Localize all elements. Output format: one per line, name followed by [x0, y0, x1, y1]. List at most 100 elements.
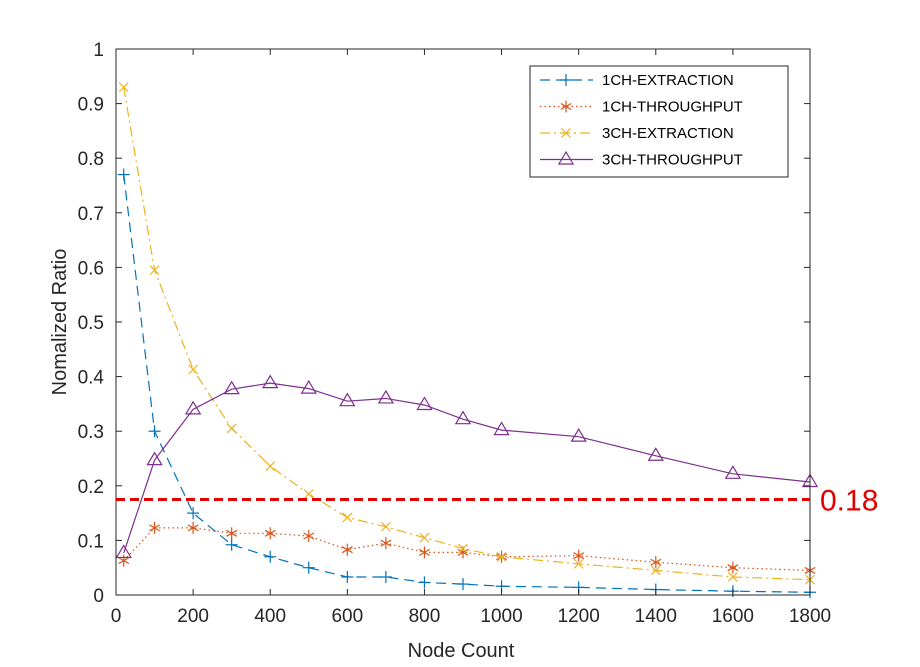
data-point — [380, 521, 391, 532]
data-point — [149, 265, 160, 276]
legend-box — [529, 65, 789, 178]
data-point — [264, 527, 276, 540]
data-point — [418, 546, 430, 559]
data-point-spoke — [226, 529, 238, 537]
data-point — [650, 565, 661, 576]
series-1ch-throughput — [118, 521, 816, 577]
data-point — [300, 379, 317, 394]
y-tick-label: 0.4 — [78, 368, 105, 389]
y-tick-label: 0.3 — [78, 422, 104, 443]
data-point-spoke — [727, 564, 739, 572]
reference-line-label: 0.18 — [820, 484, 878, 517]
data-point-spoke — [187, 524, 199, 532]
legend-entry: 3CH-THROUGHPUT — [540, 150, 743, 169]
data-point-b — [303, 489, 314, 499]
series-line — [123, 174, 811, 593]
data-point-b — [342, 512, 353, 523]
legend-label: 3CH-THROUGHPUT — [602, 152, 743, 169]
data-point-spoke — [457, 548, 469, 556]
y-tick-label: 0.5 — [78, 313, 104, 334]
series-3ch-throughput — [115, 374, 819, 559]
data-point — [188, 364, 199, 375]
data-point — [416, 396, 433, 411]
data-point — [264, 550, 277, 563]
y-tick-label: 0.7 — [78, 204, 104, 225]
data-point — [341, 543, 353, 556]
data-point-b — [265, 461, 276, 472]
legend: 1CH-EXTRACTION 1CH-THROUGHPUT 3CH-EXTRACTI… — [529, 65, 789, 178]
data-point — [223, 380, 240, 395]
data-point-spoke — [573, 552, 585, 560]
data-point-b — [226, 423, 237, 434]
x-tick-label: 1000 — [480, 606, 522, 627]
y-tick-label: 0.8 — [78, 149, 104, 170]
data-point-b — [458, 543, 468, 554]
data-point-b — [727, 572, 738, 582]
series-3ch-extraction — [118, 82, 815, 585]
x-tick-label: 600 — [331, 606, 363, 627]
legend-entry: 1CH-THROUGHPUT — [540, 99, 743, 116]
data-point — [493, 421, 510, 436]
data-point — [724, 465, 742, 479]
x-axis-label: Node Count — [408, 640, 515, 662]
data-point-spoke — [341, 546, 353, 554]
y-tick-label: 0.6 — [78, 258, 104, 279]
data-point — [303, 489, 314, 499]
data-point — [573, 549, 585, 562]
data-point — [226, 527, 238, 540]
data-point-b — [650, 565, 661, 576]
data-point-b — [380, 521, 391, 532]
data-point-b — [118, 82, 129, 93]
data-point-b — [188, 364, 199, 375]
data-point — [187, 521, 199, 534]
data-point-spoke — [149, 524, 161, 532]
data-point — [419, 532, 430, 543]
data-point — [225, 538, 238, 551]
data-point — [148, 425, 161, 438]
data-point-b — [419, 532, 430, 543]
data-point-b — [496, 551, 507, 562]
data-point — [303, 530, 315, 543]
data-point-b — [573, 558, 584, 569]
x-tick-label: 200 — [177, 606, 209, 627]
x-tick-label: 1600 — [712, 606, 754, 627]
data-point — [727, 561, 739, 574]
data-point — [560, 74, 572, 86]
data-point — [573, 558, 584, 569]
data-point — [339, 392, 356, 407]
data-point-spoke — [303, 532, 315, 540]
data-point-spoke — [264, 529, 276, 537]
data-point — [226, 423, 237, 434]
data-point — [149, 521, 161, 534]
series-1ch-extraction — [117, 168, 816, 599]
data-point — [262, 374, 279, 389]
x-tick-label: 400 — [254, 606, 286, 627]
data-point — [561, 128, 571, 138]
y-tick-label: 1 — [93, 40, 104, 61]
data-point — [458, 543, 468, 554]
data-point — [379, 570, 392, 583]
y-tick-label: 0 — [93, 586, 104, 607]
data-point — [117, 168, 130, 181]
data-point — [418, 576, 431, 589]
data-point — [118, 554, 130, 567]
data-point — [570, 427, 587, 442]
legend-label: 1CH-EXTRACTION — [602, 72, 734, 89]
data-point — [457, 578, 469, 591]
data-point — [557, 150, 575, 165]
x-tick-label: 1200 — [558, 606, 600, 627]
legend-label: 1CH-THROUGHPUT — [602, 99, 743, 116]
x-tick-label: 1800 — [789, 606, 831, 627]
x-tick-label: 800 — [409, 606, 441, 627]
data-point — [341, 570, 354, 583]
series-line — [123, 382, 811, 554]
data-point — [187, 507, 200, 520]
series-line — [123, 527, 811, 572]
data-point — [647, 447, 664, 461]
legend-entry: 1CH-EXTRACTION — [540, 72, 734, 89]
data-point — [454, 410, 472, 425]
data-point-spoke — [118, 557, 130, 565]
y-tick-label: 0.2 — [78, 477, 104, 498]
y-tick-label: 0.1 — [78, 531, 104, 552]
